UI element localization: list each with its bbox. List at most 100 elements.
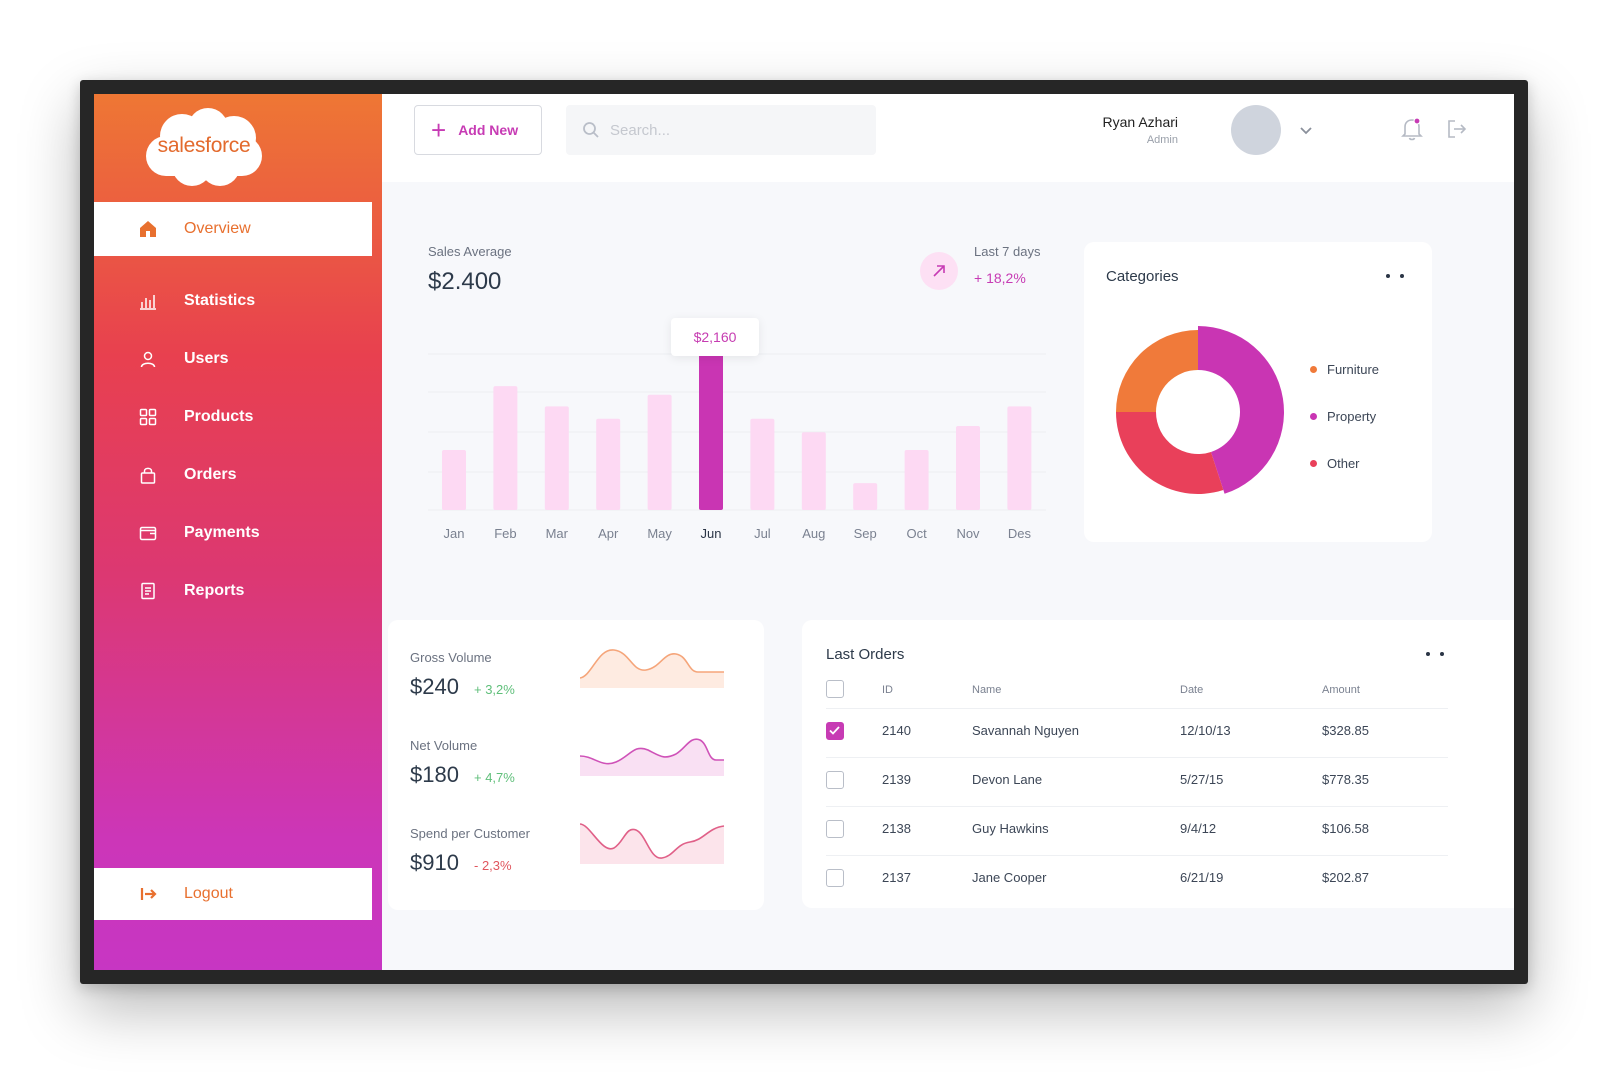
table-cell-amount: $328.85: [1322, 723, 1369, 738]
donut-slice-furniture: [1116, 330, 1198, 412]
row-checkbox[interactable]: [826, 820, 844, 838]
sidebar-item-label: Reports: [184, 582, 245, 599]
sparkline-area: [580, 824, 724, 864]
month-label: Nov: [956, 526, 980, 541]
table-cell-id: 2137: [882, 870, 911, 885]
row-divider: [826, 757, 1448, 758]
table-cell-name: Devon Lane: [972, 772, 1043, 787]
legend-item: Property: [1310, 409, 1376, 424]
sidebar-item-products[interactable]: Products: [94, 390, 372, 444]
metric-value: $240: [410, 674, 459, 699]
last-orders-title: Last Orders: [826, 646, 905, 663]
grid-icon: [138, 407, 158, 427]
user-role: Admin: [1146, 134, 1178, 146]
search-box[interactable]: [566, 105, 876, 155]
table-cell-name: Jane Cooper: [972, 870, 1047, 885]
legend-dot: [1310, 366, 1317, 373]
tooltip-value: $2,160: [693, 329, 737, 345]
sales-average-value: $2.400: [428, 268, 502, 295]
sales-change: + 18,2%: [974, 270, 1026, 286]
column-header-date: Date: [1180, 684, 1204, 696]
donut-slice-property: [1198, 326, 1284, 494]
sidebar-item-users[interactable]: Users: [94, 332, 372, 386]
dashboard-screen: salesforce Overview Statistics Users Pro: [94, 94, 1514, 970]
row-checkbox[interactable]: [826, 722, 844, 740]
table-cell-date: 9/4/12: [1180, 821, 1217, 836]
month-label: Aug: [802, 526, 826, 541]
sparkline-area: [580, 739, 724, 776]
select-all-checkbox[interactable]: [826, 680, 844, 698]
metric-value: $910: [410, 850, 459, 875]
sidebar-item-label: Orders: [184, 466, 237, 483]
sparkline-line: [580, 823, 725, 859]
salesforce-logo[interactable]: salesforce: [142, 106, 266, 190]
bar-jan: [442, 450, 466, 510]
search-input[interactable]: [610, 121, 860, 139]
more-options-icon[interactable]: [1426, 652, 1444, 656]
row-divider: [826, 708, 1448, 709]
categories-title: Categories: [1106, 268, 1179, 285]
month-label: Sep: [853, 526, 877, 541]
legend-dot: [1310, 460, 1317, 467]
month-label: Mar: [545, 526, 568, 541]
row-checkbox[interactable]: [826, 869, 844, 887]
shopping-bag-icon: [138, 465, 158, 485]
sales-bar-chart: [428, 351, 1046, 511]
table-cell-amount: $778.35: [1322, 772, 1369, 787]
metric-value: $180: [410, 762, 459, 787]
month-label: Oct: [906, 526, 927, 541]
sparkline-area: [580, 649, 724, 688]
month-label: Des: [1007, 526, 1031, 541]
sidebar-item-label: Statistics: [184, 292, 256, 309]
sidebar-item-orders[interactable]: Orders: [94, 448, 372, 502]
period-label: Last 7 days: [974, 244, 1041, 259]
bar-des: [1007, 406, 1032, 510]
more-options-icon[interactable]: [1386, 274, 1404, 278]
sales-chart-section: Sales Average $2.400 Last 7 days + 18,2%…: [382, 182, 1082, 602]
metric-change: + 3,2%: [474, 682, 515, 697]
table-cell-date: 6/21/19: [1180, 870, 1224, 885]
sidebar-item-payments[interactable]: Payments: [94, 506, 372, 560]
metric-label: Net Volume: [410, 738, 478, 753]
metric-change: + 4,7%: [474, 770, 515, 785]
trend-up-icon: [920, 252, 958, 290]
bar-jul: [750, 418, 775, 510]
document-icon: [138, 581, 158, 601]
sidebar-item-label: Products: [184, 408, 254, 425]
legend-dot: [1310, 413, 1317, 420]
legend-item: Furniture: [1310, 362, 1379, 377]
month-label: Apr: [598, 526, 619, 541]
sidebar-item-reports[interactable]: Reports: [94, 564, 372, 618]
chevron-down-icon[interactable]: [1298, 122, 1314, 138]
exit-icon[interactable]: [1446, 118, 1468, 140]
legend-item: Other: [1310, 456, 1360, 471]
avatar[interactable]: [1231, 105, 1281, 155]
top-bar: + Add New Ryan Azhari Admin: [382, 94, 1514, 182]
metric-change: - 2,3%: [474, 858, 512, 873]
sidebar-item-overview[interactable]: Overview: [94, 202, 372, 256]
bar-feb: [493, 386, 518, 510]
legend-label: Other: [1327, 456, 1360, 471]
add-new-label: Add New: [458, 122, 519, 138]
bar-chart-icon: [138, 291, 158, 311]
add-new-button[interactable]: + Add New: [414, 105, 542, 155]
cloud-logo-icon: [146, 108, 262, 186]
user-name: Ryan Azhari: [1102, 114, 1178, 130]
legend-label: Property: [1327, 409, 1377, 424]
row-checkbox[interactable]: [826, 771, 844, 789]
sidebar: salesforce Overview Statistics Users Pro: [94, 94, 382, 970]
month-label: Jul: [754, 526, 771, 541]
table-cell-id: 2139: [882, 772, 911, 787]
bar-oct: [904, 450, 929, 510]
notification-bell-icon[interactable]: [1400, 116, 1424, 142]
categories-donut-chart: [1116, 326, 1284, 494]
table-cell-id: 2138: [882, 821, 911, 836]
bar-aug: [801, 432, 826, 510]
logout-button[interactable]: Logout: [94, 868, 372, 920]
sidebar-item-label: Payments: [184, 524, 260, 541]
logout-label: Logout: [184, 885, 233, 902]
sparkline: [580, 823, 725, 864]
sidebar-item-statistics[interactable]: Statistics: [94, 274, 372, 328]
bar-sep: [853, 483, 878, 510]
legend-label: Furniture: [1327, 362, 1380, 377]
